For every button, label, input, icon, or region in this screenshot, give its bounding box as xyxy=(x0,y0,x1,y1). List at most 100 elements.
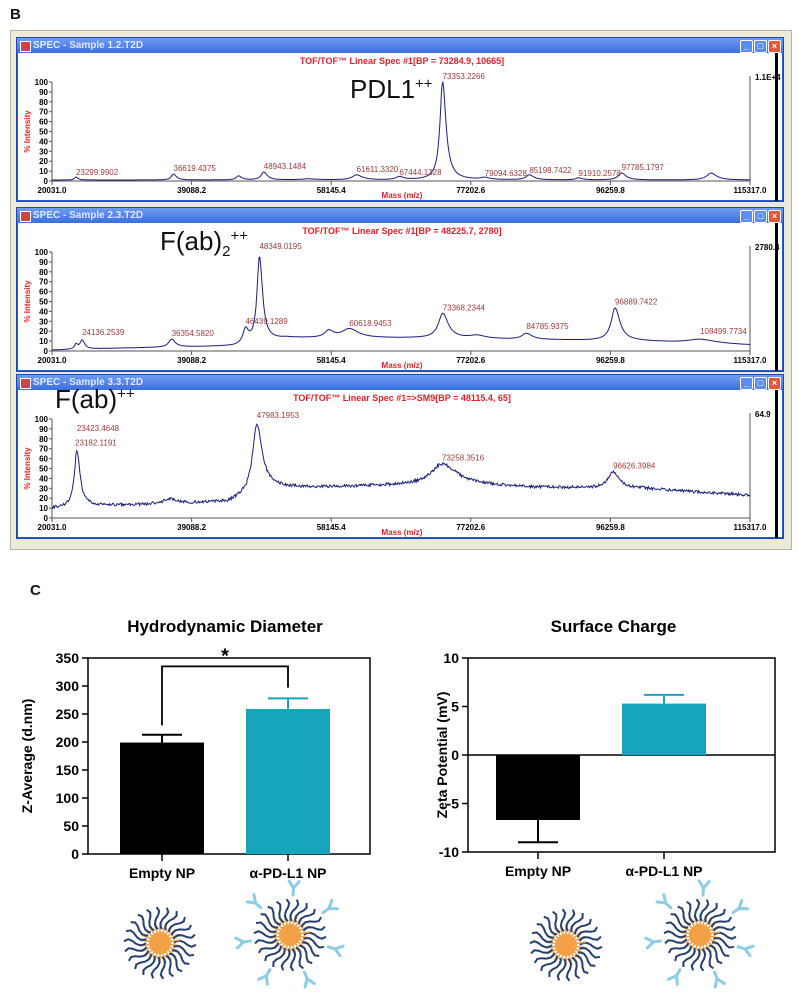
polymer-chain xyxy=(693,898,701,922)
polymer-chain xyxy=(170,924,193,936)
x-tick-label: 20031.0 xyxy=(38,523,67,532)
window-titlebar[interactable]: SPEC - Sample 2.3.T2D _ □ × xyxy=(17,208,783,223)
polymer-chain xyxy=(276,900,285,924)
y-tick-label: 90 xyxy=(39,88,48,97)
antibody-nanoparticle-icon xyxy=(234,879,345,989)
polymer-chain xyxy=(142,955,156,975)
peak-label: 24136.2539 xyxy=(82,328,125,337)
y-tick-label: 60 xyxy=(39,455,48,464)
peak-label: 84785.9375 xyxy=(526,322,569,331)
y-tick-label: 60 xyxy=(39,288,48,297)
spectrum-line xyxy=(52,256,750,351)
antibody-icon xyxy=(303,970,316,989)
spectrum-window: SPEC - Sample 2.3.T2D _ □ × TOF/TOF™ Linea… xyxy=(16,207,784,372)
peak-label: 48943.1484 xyxy=(264,162,307,171)
spectrum-line xyxy=(51,423,751,510)
polymer-chain xyxy=(264,945,282,962)
x-axis-label: Mass (m/z) xyxy=(382,361,423,370)
nanoparticle-core xyxy=(149,932,171,954)
minimize-icon[interactable]: _ xyxy=(740,210,753,223)
polymer-chain xyxy=(552,910,561,934)
polymer-chain xyxy=(559,908,567,932)
polymer-chain xyxy=(303,937,325,949)
peak-label: 47983.1953 xyxy=(257,411,300,420)
y-tick-label: 50 xyxy=(39,298,48,307)
antibody-icon xyxy=(287,879,301,897)
polymer-chain xyxy=(711,941,730,957)
peak-label: 85198.7422 xyxy=(529,166,572,175)
polymer-chain xyxy=(579,941,603,950)
y-tick-label: 10 xyxy=(443,650,459,666)
y-tick-label: 30 xyxy=(39,484,48,493)
bar xyxy=(120,742,204,854)
app-icon xyxy=(20,41,31,52)
bar xyxy=(246,708,330,854)
polymer-chain xyxy=(536,923,555,939)
spectrum-svg: TOF/TOF™ Linear Spec #1=>SM9[BP = 48115.… xyxy=(23,390,778,538)
polymer-chain xyxy=(298,908,316,925)
polymer-chain xyxy=(289,899,300,922)
polymer-chain xyxy=(530,948,554,955)
polymer-chain xyxy=(667,942,690,954)
polymer-chain xyxy=(686,900,695,924)
polymer-chain xyxy=(257,942,280,954)
window-title: SPEC - Sample 2.3.T2D xyxy=(33,210,144,221)
polymer-chain xyxy=(699,948,707,972)
x-axis-label: Mass (m/z) xyxy=(382,528,423,537)
y-tick-label: 40 xyxy=(39,307,48,316)
y-tick-label: 90 xyxy=(39,258,48,267)
nanoparticle-core xyxy=(279,924,301,946)
x-tick-label: 77202.6 xyxy=(456,186,485,195)
x-tick-label: 39088.2 xyxy=(177,523,206,532)
y-tick-label: 70 xyxy=(39,108,48,117)
nanoparticle-core xyxy=(555,934,577,956)
polymer-chain xyxy=(168,916,186,933)
polymer-chain xyxy=(579,947,601,959)
peak-label: 46439.1289 xyxy=(245,317,288,326)
y-tick-label: -10 xyxy=(439,844,459,860)
plot-title: TOF/TOF™ Linear Spec #1[BP = 48225.7, 27… xyxy=(302,226,501,236)
y-axis-label: Z-Average (d.nm) xyxy=(19,699,35,814)
polymer-chain xyxy=(570,913,584,933)
peak-label: 23423.4648 xyxy=(77,424,120,433)
antibody-icon xyxy=(697,879,711,897)
x-tick-label: 115317.0 xyxy=(734,523,767,532)
category-label: Empty NP xyxy=(505,863,571,879)
polymer-chain xyxy=(543,915,558,936)
polymer-chain xyxy=(127,950,150,962)
antibody-icon xyxy=(713,970,726,989)
close-icon[interactable]: × xyxy=(768,210,781,223)
nanoparticle-core xyxy=(689,924,711,946)
window-titlebar[interactable]: SPEC - Sample 3.3.T2D _ □ × xyxy=(17,375,783,390)
y-tick-label: 20 xyxy=(39,494,48,503)
sample-label-text: F(ab) xyxy=(160,226,223,256)
minimize-icon[interactable]: _ xyxy=(740,377,753,390)
polymer-chain xyxy=(130,921,149,937)
minimize-icon[interactable]: _ xyxy=(740,40,753,53)
maximize-icon[interactable]: □ xyxy=(754,40,767,53)
window-titlebar[interactable]: SPEC - Sample 1.2.T2D _ □ × xyxy=(17,38,783,53)
y-tick-label: 80 xyxy=(39,435,48,444)
polymer-chain xyxy=(574,954,589,975)
polymer-chain xyxy=(272,947,286,967)
polymer-chain xyxy=(159,907,170,930)
polymer-chain xyxy=(302,925,326,932)
peak-label: 96889.7422 xyxy=(615,297,658,306)
polymer-chain xyxy=(255,921,277,933)
polymer-chain xyxy=(159,956,167,980)
y-tick-label: 50 xyxy=(39,128,48,137)
close-icon[interactable]: × xyxy=(768,377,781,390)
bar xyxy=(496,755,580,820)
maximize-icon[interactable]: □ xyxy=(754,210,767,223)
spectrum-svg: TOF/TOF™ Linear Spec #1[BP = 73284.9, 10… xyxy=(23,53,781,201)
y-tick-label: 60 xyxy=(39,118,48,127)
maximize-icon[interactable]: □ xyxy=(754,377,767,390)
close-icon[interactable]: × xyxy=(768,40,781,53)
polymer-chain xyxy=(124,946,148,953)
y-axis-label: % Intensity xyxy=(23,280,32,323)
y-tick-label: 10 xyxy=(39,337,48,346)
y-tick-label: 200 xyxy=(56,734,80,750)
window-title: SPEC - Sample 1.2.T2D xyxy=(33,40,144,51)
polymer-chain xyxy=(565,958,573,982)
polymer-chain xyxy=(253,930,277,939)
